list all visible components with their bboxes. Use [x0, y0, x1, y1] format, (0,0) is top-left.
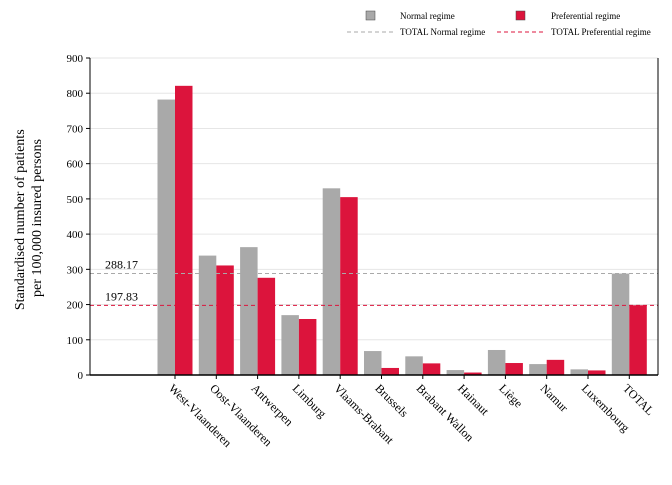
legend-label-total-preferential: TOTAL Preferential regime: [551, 27, 651, 37]
bar-preferential-regime-hainaut: [464, 372, 482, 375]
y-tick-label-500: 500: [67, 194, 84, 206]
y-ticks: 0 100 200 300 400 500 600 700 800 900: [67, 53, 90, 382]
y-tick-label-900: 900: [67, 53, 84, 65]
y-axis-title-line-2: per 100,000 insured persons: [30, 139, 45, 297]
bar-preferential-regime-antwerpen: [257, 277, 276, 375]
reference-line-label-total-normal-regime: 288.17: [105, 258, 138, 272]
legend: Normal regime Preferential regime TOTAL …: [347, 10, 651, 37]
bar-preferential-regime-oost-vlaanderen: [216, 265, 234, 375]
bar-normal-regime-brussels: [364, 351, 382, 375]
bar-normal-regime-vlaams-brabant: [322, 188, 341, 375]
reference-line-label-total-preferential-regime: 197.83: [105, 289, 138, 303]
bar-preferential-regime-luxembourg: [588, 370, 606, 375]
y-axis-title: Standardised number of patients per 100,…: [13, 126, 45, 310]
legend-swatch-preferential-regime: [515, 10, 526, 21]
bar-normal-regime-liege: [487, 349, 506, 375]
bar-preferential-regime-vlaams-brabant: [340, 197, 358, 375]
y-tick-label-700: 700: [67, 123, 84, 135]
legend-label-total-normal: TOTAL Normal regime: [400, 27, 485, 37]
bar-normal-regime-hainaut: [446, 370, 465, 375]
bar-preferential-regime-west-vlaanderen: [175, 85, 193, 375]
bar-preferential-regime-namur: [546, 359, 565, 375]
bar-normal-regime-brabant-wallon: [405, 356, 423, 375]
legend-label-preferential-regime: Preferential regime: [551, 11, 620, 21]
bars: [157, 85, 647, 375]
bar-normal-regime-limburg: [281, 315, 299, 375]
y-tick-label-400: 400: [67, 229, 84, 241]
y-tick-label-800: 800: [67, 88, 84, 100]
bar-preferential-regime-brabant-wallon: [422, 363, 441, 375]
bar-normal-regime-antwerpen: [240, 247, 258, 375]
bar-normal-regime-luxembourg: [570, 369, 588, 375]
bar-preferential-regime-limburg: [298, 318, 317, 375]
bar-normal-regime-west-vlaanderen: [157, 99, 175, 375]
y-tick-label-600: 600: [67, 159, 84, 171]
legend-label-normal-regime: Normal regime: [400, 11, 455, 21]
bar-normal-regime-oost-vlaanderen: [198, 255, 217, 375]
y-tick-label-100: 100: [67, 335, 84, 347]
bar-preferential-regime-brussels: [381, 367, 399, 375]
legend-swatch-normal-regime: [365, 10, 376, 21]
bar-normal-regime-namur: [529, 364, 547, 375]
y-tick-label-300: 300: [67, 264, 84, 276]
bar-preferential-regime-total: [629, 305, 647, 375]
reference-lines: 288.17 197.83: [90, 258, 658, 306]
y-tick-label-0: 0: [78, 370, 84, 382]
y-tick-label-200: 200: [67, 300, 84, 312]
axes: [89, 58, 659, 379]
bar-normal-regime-total: [611, 273, 630, 375]
y-axis-title-line-1: Standardised number of patients: [13, 129, 28, 310]
bar-preferential-regime-liege: [505, 363, 523, 375]
